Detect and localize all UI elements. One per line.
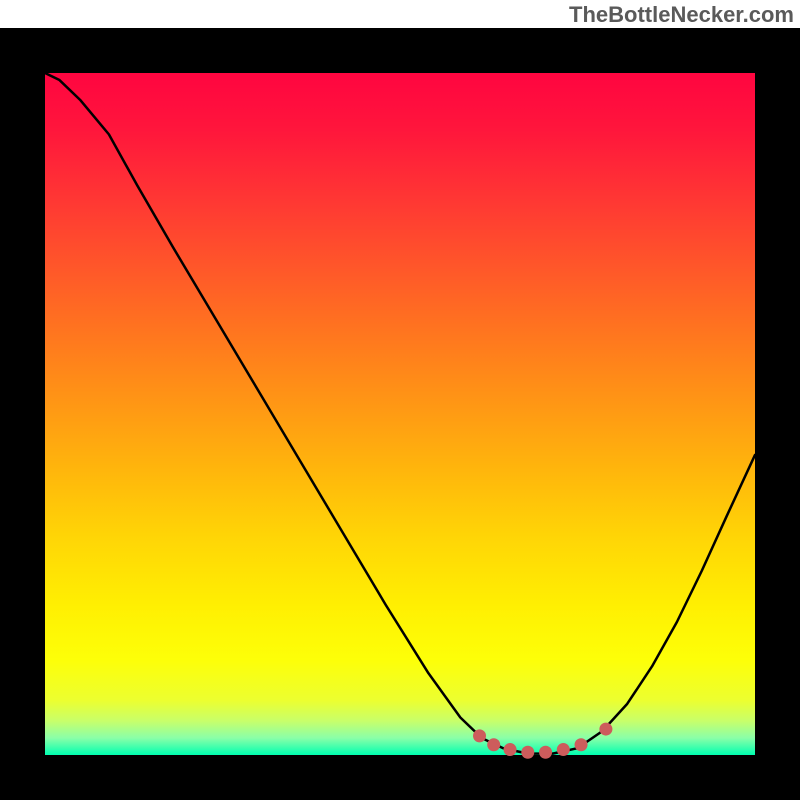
root: TheBottleNecker.com — [0, 0, 800, 800]
bottleneck-chart — [0, 28, 800, 800]
chart-border-bottom — [0, 755, 800, 800]
marker-point — [557, 743, 570, 756]
marker-point — [487, 738, 500, 751]
marker-point — [473, 729, 486, 742]
chart-background — [45, 73, 755, 755]
marker-point — [575, 738, 588, 751]
watermark-text: TheBottleNecker.com — [569, 2, 794, 28]
chart-border-right — [755, 28, 800, 800]
marker-point — [539, 746, 552, 759]
marker-point — [599, 723, 612, 736]
marker-point — [504, 743, 517, 756]
marker-point — [521, 746, 534, 759]
chart-border-left — [0, 28, 45, 800]
chart-border-top — [0, 28, 800, 73]
